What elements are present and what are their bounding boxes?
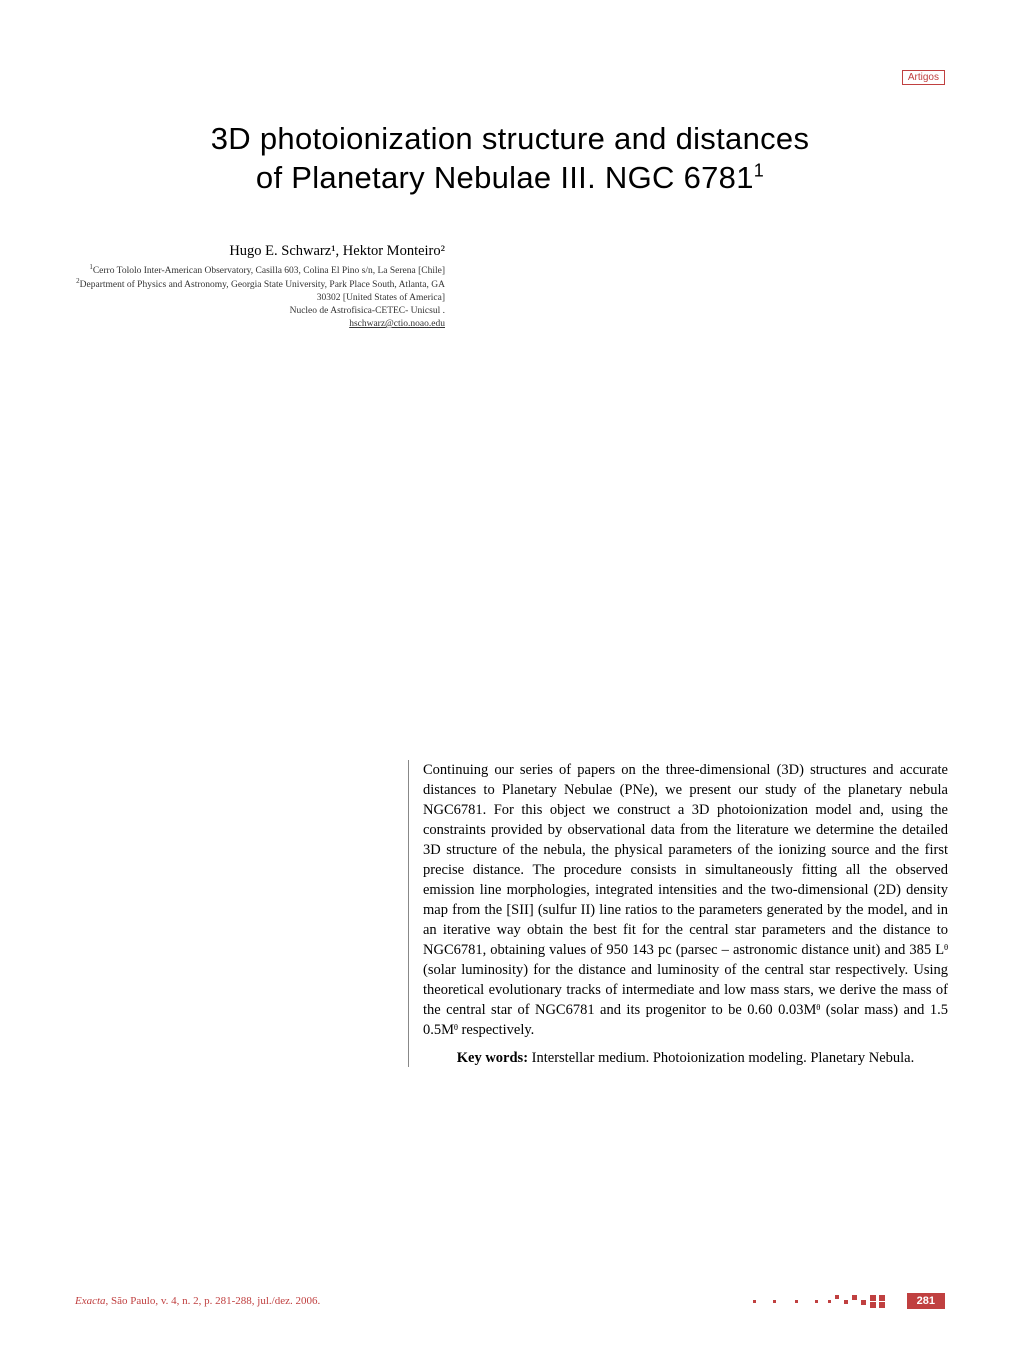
author-email-line: hschwarz@ctio.noao.edu [75, 318, 445, 331]
footer-right: 281 [753, 1293, 945, 1309]
affiliation-1-text: Cerro Tololo Inter-American Observatory,… [93, 266, 445, 276]
footer-citation: Exacta, São Paulo, v. 4, n. 2, p. 281-28… [75, 1295, 320, 1307]
affiliation-3: Nucleo de Astrofisica-CETEC- Unicsul . [75, 305, 445, 318]
footer: Exacta, São Paulo, v. 4, n. 2, p. 281-28… [75, 1293, 945, 1309]
title-line-2: of Planetary Nebulae III. NGC 6781 [256, 160, 754, 195]
title-line-1: 3D photoionization structure and distanc… [211, 121, 810, 156]
section-label: Artigos [902, 70, 945, 85]
title-superscript: 1 [754, 160, 764, 180]
keywords-text: Interstellar medium. Photoionization mod… [528, 1050, 914, 1066]
keywords: Key words: Interstellar medium. Photoion… [423, 1050, 948, 1067]
abstract-block: Continuing our series of papers on the t… [408, 760, 948, 1067]
authors-block: Hugo E. Schwarz¹, Hektor Monteiro² 1Cerr… [75, 243, 445, 331]
page-number-badge: 281 [907, 1293, 945, 1309]
affiliation-1: 1Cerro Tololo Inter-American Observatory… [75, 263, 445, 278]
affiliation-2-text: Department of Physics and Astronomy, Geo… [80, 281, 445, 304]
affiliation-2: 2Department of Physics and Astronomy, Ge… [75, 277, 445, 305]
citation-journal: Exacta [75, 1295, 106, 1307]
keywords-label: Key words: [457, 1050, 528, 1066]
author-names: Hugo E. Schwarz¹, Hektor Monteiro² [75, 243, 445, 260]
citation-rest: , São Paulo, v. 4, n. 2, p. 281-288, jul… [106, 1295, 321, 1307]
abstract-text: Continuing our series of papers on the t… [423, 760, 948, 1040]
article-title: 3D photoionization structure and distanc… [75, 120, 945, 198]
footer-dots-icon [753, 1294, 893, 1308]
author-email: hschwarz@ctio.noao.edu [349, 319, 445, 329]
